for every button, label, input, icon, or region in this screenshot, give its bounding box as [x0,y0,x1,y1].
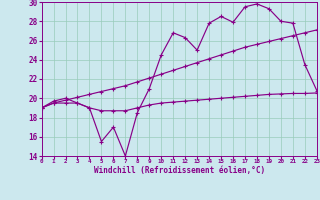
X-axis label: Windchill (Refroidissement éolien,°C): Windchill (Refroidissement éolien,°C) [94,166,265,175]
